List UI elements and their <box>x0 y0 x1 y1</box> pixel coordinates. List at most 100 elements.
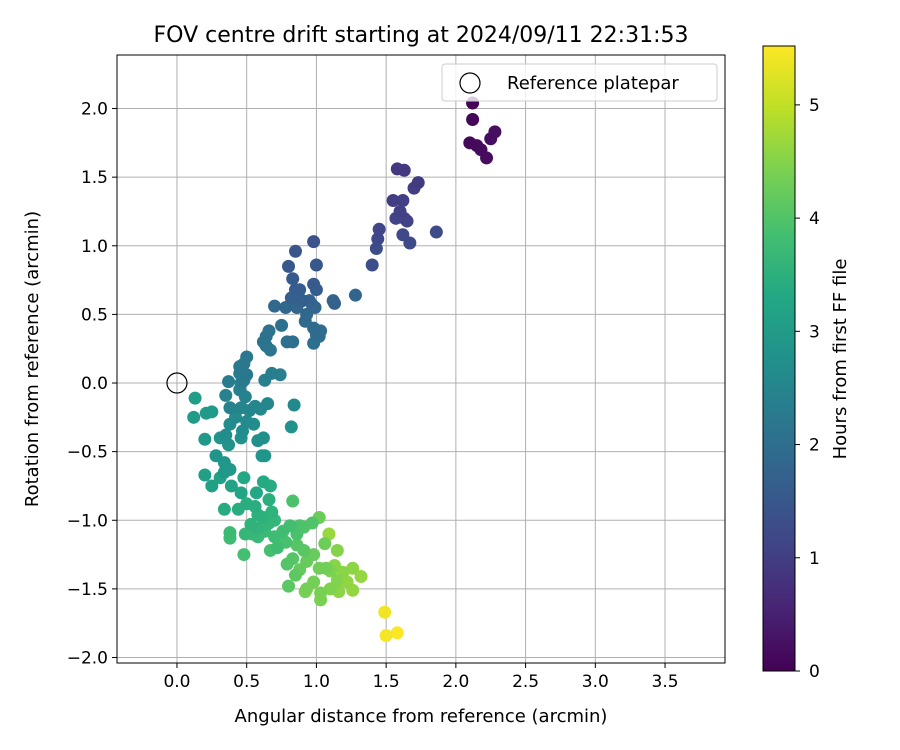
data-point <box>286 272 300 286</box>
data-point <box>224 479 238 493</box>
data-point <box>240 350 254 364</box>
data-point <box>288 568 302 582</box>
data-point <box>261 397 275 411</box>
data-point <box>198 468 212 482</box>
data-point <box>330 543 344 557</box>
data-point <box>286 335 300 349</box>
data-point <box>255 449 269 463</box>
plot-area <box>116 54 726 664</box>
data-point <box>238 527 252 541</box>
colorbar: 0 1 2 3 4 5 Hours from first FF file <box>762 45 851 682</box>
data-point <box>223 401 237 415</box>
data-point <box>270 541 284 555</box>
data-point <box>386 193 400 207</box>
data-point <box>268 299 282 313</box>
data-point <box>314 586 328 600</box>
data-point <box>279 301 293 315</box>
data-point <box>318 537 332 551</box>
data-point <box>249 486 263 500</box>
plot-background <box>117 55 725 663</box>
data-point <box>288 283 302 297</box>
plot-frame <box>116 54 726 664</box>
data-point <box>275 318 289 332</box>
chart-title: FOV centre drift starting at 2024/09/11 … <box>154 23 689 48</box>
data-point <box>312 561 326 575</box>
data-point <box>219 388 233 402</box>
colorbar-tick-label: 4 <box>809 209 820 229</box>
data-point <box>251 434 265 448</box>
colorbar-gradient <box>762 45 796 672</box>
x-tick-label: 0.0 <box>163 672 190 692</box>
data-point <box>265 366 279 380</box>
data-point <box>369 242 383 256</box>
y-tick-label: 1.0 <box>81 237 108 257</box>
data-point <box>188 391 202 405</box>
y-tick-label: 2.0 <box>81 100 108 120</box>
reference-platepar-marker <box>166 372 188 394</box>
data-point <box>371 232 385 246</box>
data-point <box>463 136 477 150</box>
data-point <box>307 277 321 291</box>
data-point <box>282 259 296 273</box>
data-point <box>396 193 410 207</box>
data-point <box>286 494 300 508</box>
x-tick-label: 2.5 <box>512 672 539 692</box>
data-point <box>237 471 251 485</box>
data-point <box>209 449 223 463</box>
data-point <box>348 288 362 302</box>
data-point <box>198 432 212 446</box>
data-point <box>365 258 379 272</box>
data-point <box>323 582 337 596</box>
data-point <box>187 410 201 424</box>
y-axis-label: Rotation from reference (arcmin) <box>22 211 43 507</box>
data-point <box>307 575 321 589</box>
y-tick-label: 0.5 <box>81 305 108 325</box>
legend: Reference platepar <box>441 63 718 102</box>
data-point <box>326 294 340 308</box>
data-point <box>229 410 243 424</box>
x-axis-label: Angular distance from reference (arcmin) <box>235 706 608 727</box>
data-point <box>287 398 301 412</box>
data-point <box>219 428 233 442</box>
data-point <box>234 401 248 415</box>
data-point <box>346 561 360 575</box>
data-point <box>284 420 298 434</box>
x-tick-label: 1.0 <box>303 672 330 692</box>
data-points <box>187 96 502 643</box>
colorbar-ticks: 0 1 2 3 4 5 <box>795 96 820 682</box>
data-point <box>217 502 231 516</box>
data-point <box>378 605 392 619</box>
y-tick-label: −2.0 <box>67 649 108 669</box>
data-point <box>307 235 321 249</box>
colorbar-tick-label: 2 <box>809 436 820 456</box>
legend-label-reference: Reference platepar <box>507 73 679 94</box>
data-point <box>466 113 480 127</box>
colorbar-label: Hours from first FF file <box>830 259 851 460</box>
data-point <box>222 375 236 389</box>
x-axis-ticks: 0.0 0.5 1.0 1.5 2.0 2.5 3.0 3.5 <box>163 663 679 692</box>
legend-box <box>441 63 718 102</box>
y-axis-ticks: −2.0 −1.5 −1.0 −0.5 0.0 0.5 1.0 1.5 2.0 <box>67 100 117 669</box>
data-point <box>309 258 323 272</box>
x-tick-label: 2.0 <box>442 672 469 692</box>
y-tick-label: 0.0 <box>81 374 108 394</box>
data-point <box>390 626 404 640</box>
data-point <box>282 579 296 593</box>
data-point <box>262 493 276 507</box>
y-tick-label: −0.5 <box>67 443 108 463</box>
y-tick-label: 1.5 <box>81 168 108 188</box>
data-point <box>393 204 407 218</box>
data-point <box>234 486 248 500</box>
data-point <box>237 548 251 562</box>
data-point <box>205 479 219 493</box>
x-tick-label: 3.0 <box>582 672 609 692</box>
data-point <box>372 222 386 236</box>
data-point <box>268 530 282 544</box>
colorbar-tick-label: 0 <box>809 662 820 682</box>
colorbar-tick-label: 3 <box>809 322 820 342</box>
data-point <box>429 225 443 239</box>
data-point <box>199 406 213 420</box>
data-point <box>256 475 270 489</box>
data-point <box>396 228 410 242</box>
